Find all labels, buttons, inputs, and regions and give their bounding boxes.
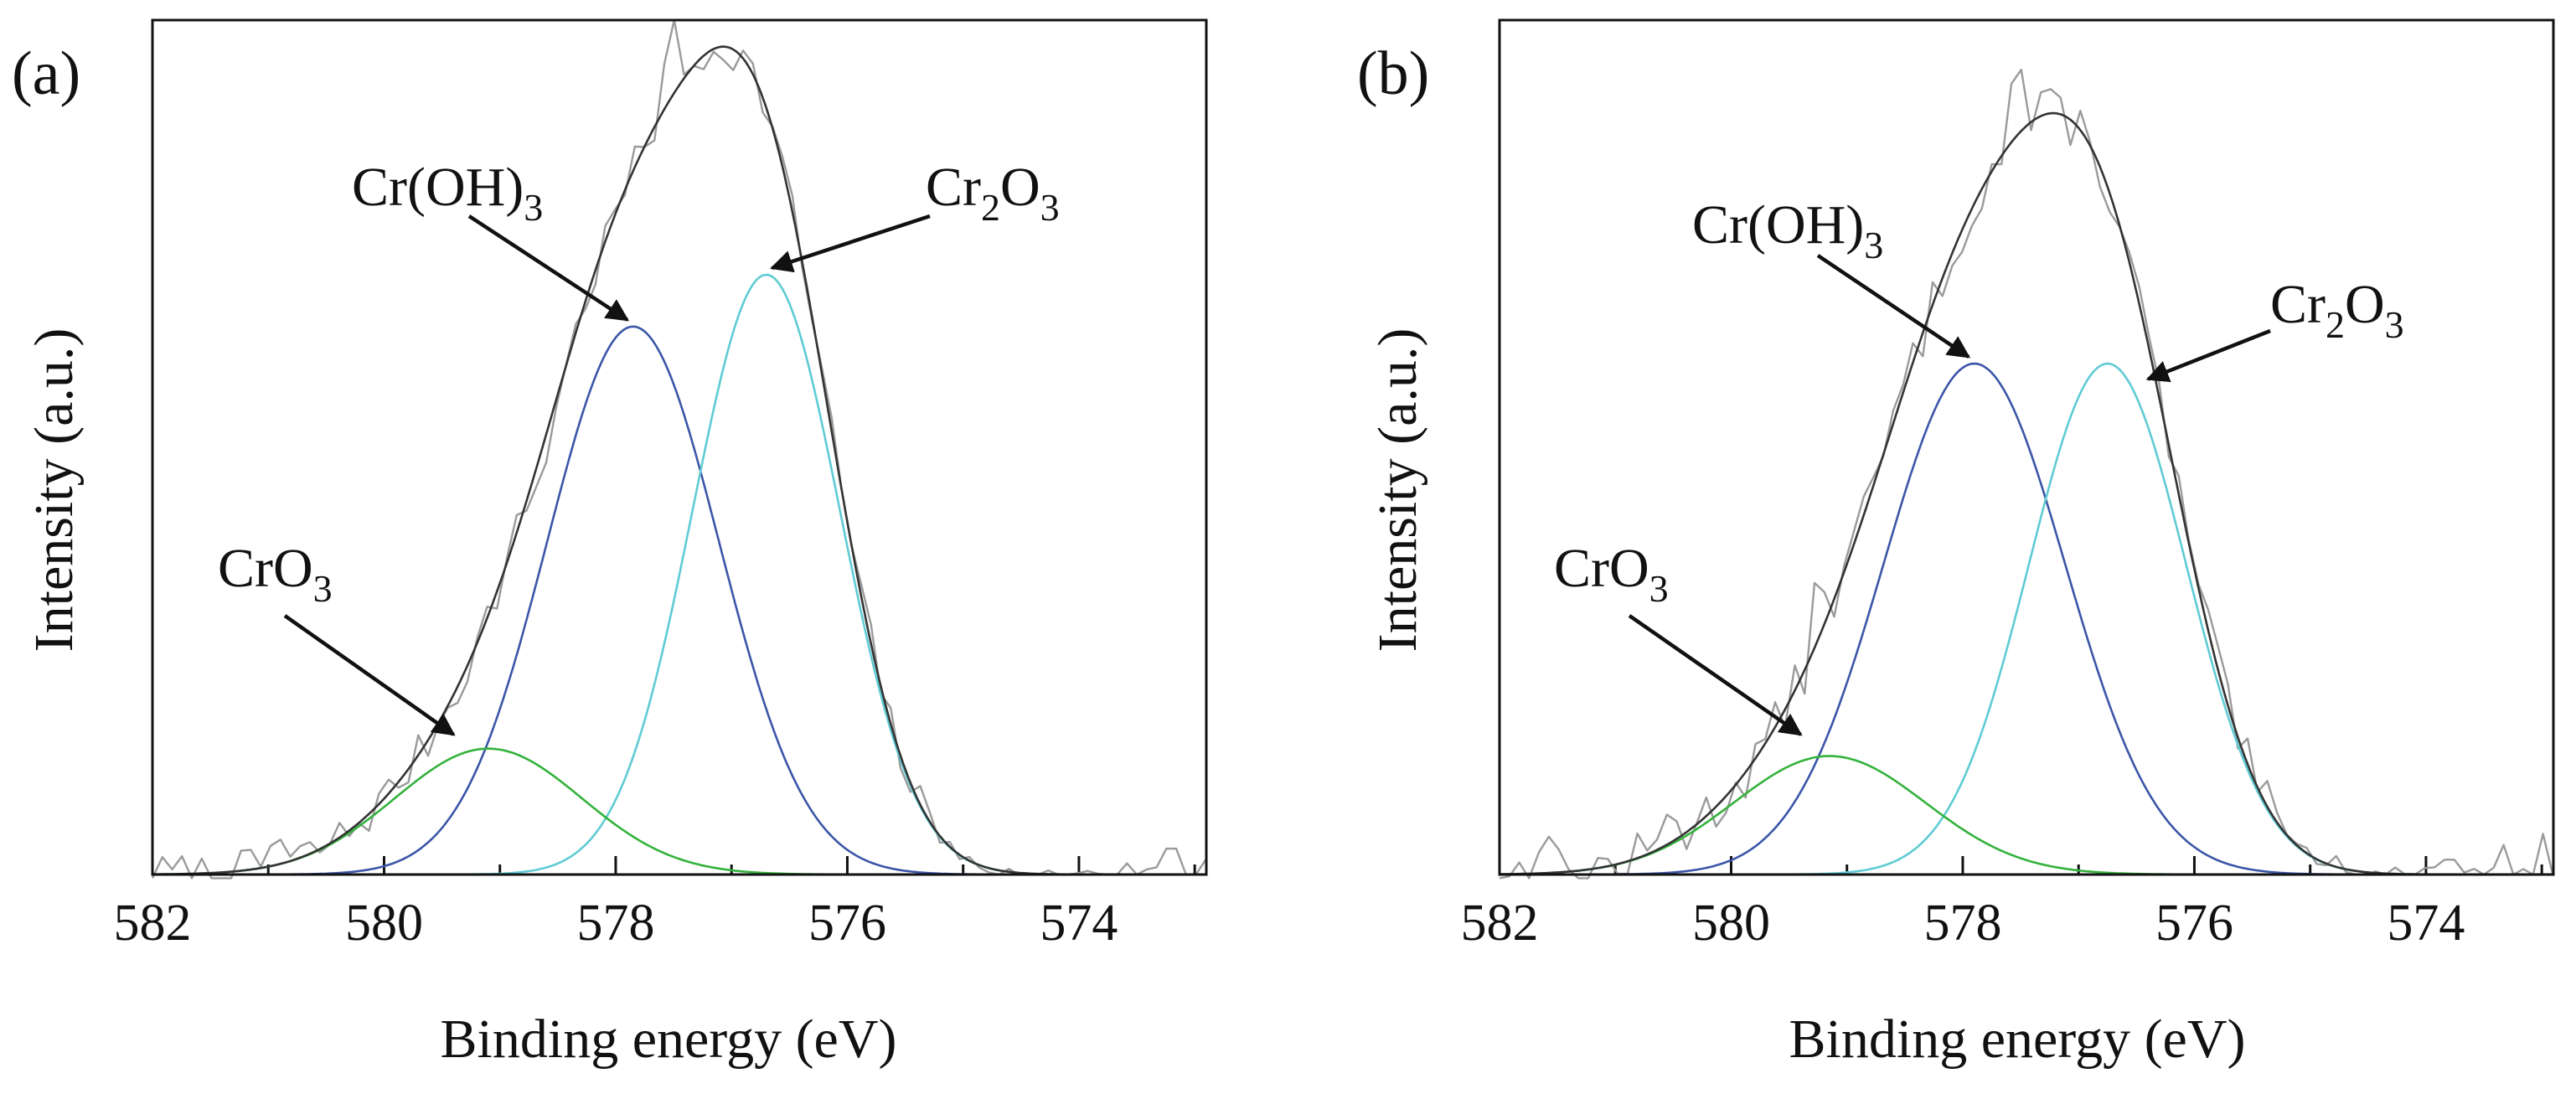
annotations-b: Cr(OH)3 Cr2O3 CrO3 bbox=[1554, 194, 2404, 736]
y-axis-title-b: Intensity (a.u.) bbox=[1367, 328, 1428, 653]
plot-frame-a bbox=[151, 18, 1208, 876]
cro3-arrow bbox=[1628, 614, 1803, 736]
cro3-arrow bbox=[283, 614, 456, 736]
x-tick-label-574: 574 bbox=[1040, 895, 1118, 952]
cr2o3-label: Cr2O3 bbox=[2270, 274, 2404, 346]
cr2o3-arrow bbox=[2145, 328, 2271, 383]
x-tick-label-580: 580 bbox=[345, 895, 423, 952]
x-tick-label-576: 576 bbox=[808, 895, 886, 952]
x-ticks-a: 582 580 578 576 574 bbox=[114, 856, 1196, 952]
panel-a: (a) Intensity (a.u.) Binding energy (eV)… bbox=[12, 18, 1208, 1070]
cro3-label: CrO3 bbox=[1554, 538, 1669, 610]
curves-b bbox=[1499, 69, 2554, 880]
cr2o3-arrow bbox=[770, 214, 931, 273]
series-envelope bbox=[1500, 111, 2553, 876]
x-axis-title-a: Binding energy (eV) bbox=[441, 1009, 897, 1070]
series-cr-oh-3 bbox=[152, 325, 1206, 876]
x-axis-title-b: Binding energy (eV) bbox=[1789, 1009, 2246, 1070]
cr-oh3-arrow bbox=[467, 214, 630, 322]
series-cro3 bbox=[152, 747, 1206, 876]
panel-label-a: (a) bbox=[12, 39, 80, 108]
series-measured bbox=[1499, 69, 2554, 880]
series-cro3 bbox=[1500, 755, 2553, 876]
x-tick-label-574: 574 bbox=[2387, 895, 2465, 952]
x-tick-label-582: 582 bbox=[114, 895, 192, 952]
annotations-a: Cr(OH)3 Cr2O3 CrO3 bbox=[218, 157, 1060, 736]
x-tick-label-576: 576 bbox=[2155, 895, 2233, 952]
x-tick-label-578: 578 bbox=[576, 895, 654, 952]
panel-b: (b) Intensity (a.u.) Binding energy (eV)… bbox=[1357, 18, 2555, 1070]
cr-oh3-label: Cr(OH)3 bbox=[1692, 194, 1883, 266]
curves-a bbox=[151, 18, 1207, 880]
cro3-label: CrO3 bbox=[218, 538, 333, 610]
cr2o3-label: Cr2O3 bbox=[926, 157, 1060, 229]
cr-oh3-arrow bbox=[1816, 254, 1971, 359]
x-ticks-b: 582 580 578 576 574 bbox=[1461, 856, 2543, 952]
series-cr-oh-3 bbox=[1500, 362, 2553, 876]
x-tick-label-580: 580 bbox=[1692, 895, 1770, 952]
cr-oh3-label: Cr(OH)3 bbox=[352, 157, 543, 229]
y-axis-title-a: Intensity (a.u.) bbox=[23, 328, 85, 653]
plot-frame-b bbox=[1498, 18, 2555, 876]
series-envelope bbox=[152, 45, 1206, 876]
x-tick-label-578: 578 bbox=[1923, 895, 2001, 952]
x-tick-label-582: 582 bbox=[1461, 895, 1539, 952]
series-measured bbox=[151, 18, 1207, 880]
panel-label-b: (b) bbox=[1357, 39, 1429, 108]
